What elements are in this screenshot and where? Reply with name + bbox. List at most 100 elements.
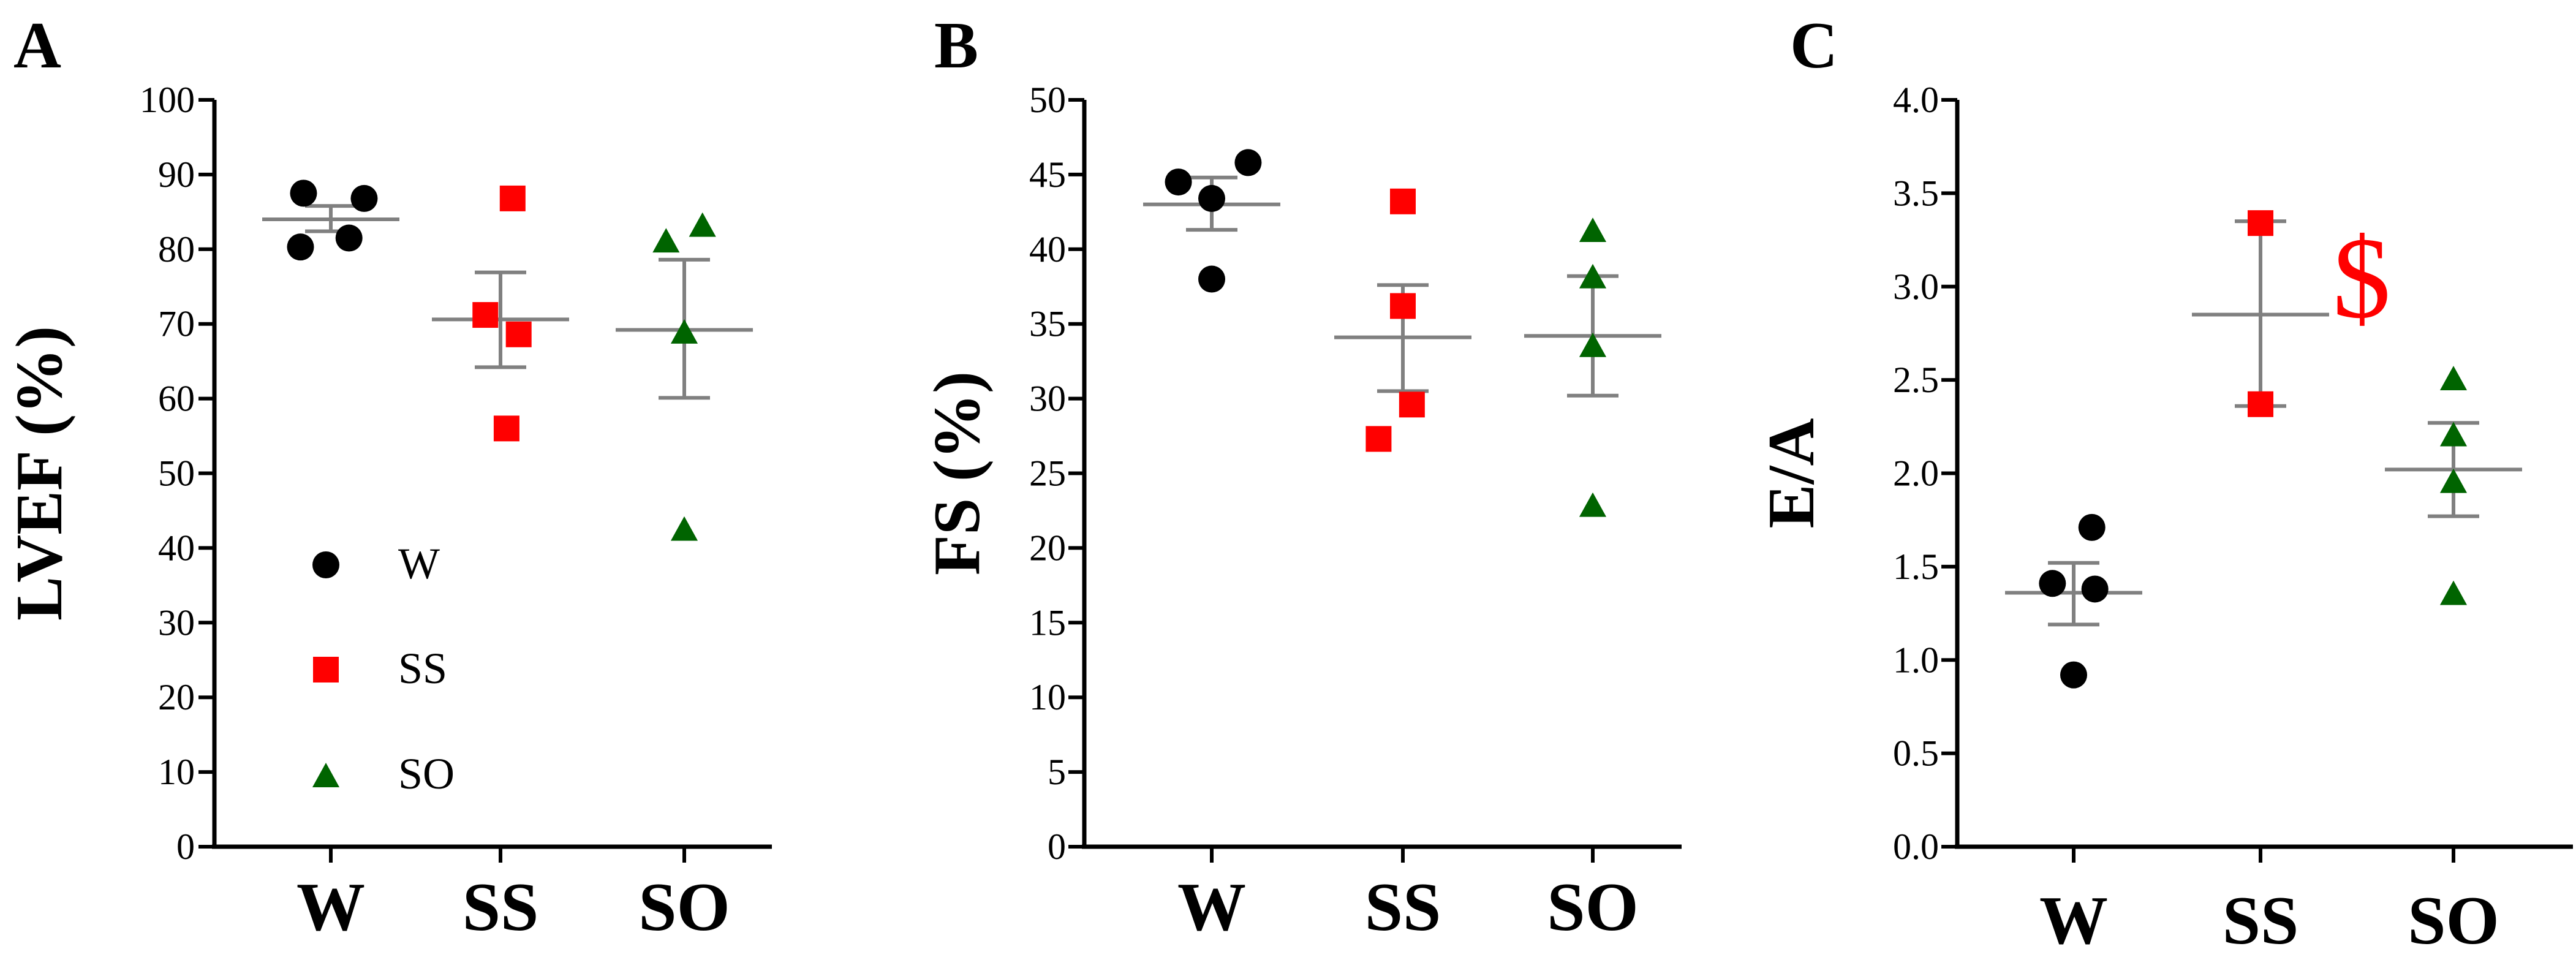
y-tick-label: 1.0 [1893, 640, 1939, 680]
legend-label-ss: SS [398, 644, 447, 693]
y-tick-label: 30 [158, 602, 195, 643]
y-tick-label: 1.5 [1893, 546, 1939, 587]
data-point-so [1579, 492, 1607, 517]
y-tick-label: 3.0 [1893, 267, 1939, 307]
legend: W SS SO [312, 539, 455, 798]
data-point-w [1165, 168, 1192, 196]
data-point-w [1198, 265, 1225, 293]
y-tick-label: 10 [158, 752, 195, 792]
legend-label-w: W [398, 539, 440, 588]
y-tick-label: 3.5 [1893, 173, 1939, 213]
y-tick-label: 5 [1048, 752, 1066, 792]
y-tick-label: 35 [1029, 304, 1066, 344]
significance-marker: $ [2333, 214, 2391, 342]
y-tick-label: 2.5 [1893, 360, 1939, 400]
series-ss [432, 185, 569, 442]
category-label-ss: SS [2223, 883, 2299, 959]
data-point-so [670, 516, 698, 541]
data-point-so [1579, 332, 1607, 357]
data-point-w [287, 233, 314, 261]
y-tick-label: 90 [158, 154, 195, 195]
category-label-w: W [2039, 883, 2108, 959]
y-tick-label: 50 [1029, 80, 1066, 120]
data-point-ss [1390, 188, 1416, 214]
y-tick-label: 60 [158, 379, 195, 419]
category-label-so: SO [638, 869, 730, 945]
data-point-ss [505, 321, 532, 347]
y-tick-label: 40 [158, 527, 195, 568]
y-tick-label: 2.0 [1893, 453, 1939, 494]
data-point-ss [472, 302, 499, 328]
data-point-so [2439, 580, 2468, 605]
series-so [2385, 366, 2522, 605]
y-tick-label: 30 [1029, 379, 1066, 419]
y-tick-label: 20 [158, 677, 195, 717]
data-point-w [350, 184, 378, 212]
data-point-w [2081, 575, 2109, 603]
series-w [2005, 513, 2142, 689]
y-tick-label: 10 [1029, 677, 1066, 717]
series-ss [1334, 188, 1471, 452]
category-label-so: SO [1547, 869, 1638, 945]
data-point-ss [1390, 293, 1416, 319]
data-point-ss [1399, 391, 1425, 418]
data-point-w [290, 180, 317, 207]
category-label-ss: SS [1365, 869, 1441, 945]
y-tick-label: 0 [1048, 826, 1066, 867]
y-tick-label: 70 [158, 304, 195, 344]
y-axis-title: E/A [1755, 418, 1828, 528]
y-tick-label: 4.0 [1893, 80, 1939, 120]
category-label-w: W [1177, 869, 1246, 945]
panel-label: C [1790, 9, 1838, 82]
category-label-w: W [297, 869, 365, 945]
category-label-ss: SS [463, 869, 539, 945]
panel-label: A [13, 9, 61, 82]
y-axis-title: FS (%) [921, 371, 994, 575]
series-ss [2192, 210, 2329, 417]
y-tick-label: 25 [1029, 453, 1066, 494]
data-point-ss [2248, 210, 2273, 236]
panel-C: C 0.0 0.5 1.0 1.5 2.0 2.5 3.0 3.5 4.0 W SS SO E/A $ [1755, 9, 2573, 959]
y-tick-label: 80 [158, 229, 195, 270]
category-label-so: SO [2408, 883, 2499, 959]
data-point-w [2078, 513, 2106, 541]
y-tick-label: 0 [176, 826, 195, 867]
series-so [616, 212, 753, 541]
y-tick-label: 50 [158, 453, 195, 494]
y-tick-label: 15 [1029, 602, 1066, 643]
panel-B: B 0 5 10 15 20 25 30 35 40 45 50 W SS SO FS (%) [921, 9, 1682, 945]
panel-label: B [934, 9, 978, 82]
data-point-so [1579, 217, 1607, 243]
data-point-so [2439, 366, 2468, 391]
y-axis-title: LVEF (%) [3, 326, 76, 621]
y-tick-label: 0.5 [1893, 733, 1939, 774]
legend-marker-ss [313, 657, 339, 683]
data-point-so [689, 212, 716, 237]
data-point-so [2439, 422, 2468, 447]
y-tick-label: 0.0 [1893, 826, 1939, 867]
data-point-w [2039, 570, 2066, 597]
data-point-w [2060, 661, 2087, 689]
data-point-w [335, 224, 363, 252]
data-point-ss [1365, 426, 1392, 452]
series-w [1143, 149, 1280, 293]
y-tick-label: 20 [1029, 527, 1066, 568]
data-point-so [670, 319, 698, 344]
series-w [262, 180, 399, 261]
data-point-w [1234, 149, 1262, 176]
data-point-ss [2248, 391, 2273, 417]
y-tick-label: 100 [140, 80, 195, 120]
legend-marker-w [312, 551, 339, 578]
data-point-so [652, 228, 680, 253]
y-tick-label: 45 [1029, 154, 1066, 195]
panel-A: A 0 10 20 30 40 50 60 70 80 90 100 W SS SO LVEF (%) W SS S… [3, 9, 772, 945]
series-so [1524, 217, 1661, 517]
data-point-ss [499, 185, 526, 211]
data-point-ss [493, 415, 519, 442]
legend-label-so: SO [398, 749, 455, 798]
data-point-so [2439, 468, 2468, 493]
data-point-w [1198, 184, 1225, 212]
legend-marker-so [312, 763, 340, 787]
y-tick-label: 40 [1029, 229, 1066, 270]
